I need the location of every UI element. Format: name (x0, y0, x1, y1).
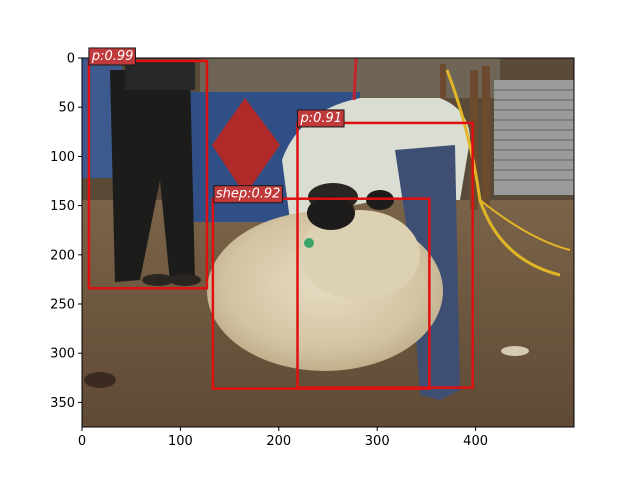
x-tick-label: 200 (266, 434, 291, 449)
detection-box (87, 59, 209, 290)
detection-label-background (88, 47, 136, 66)
detections: p:0.99 p:0.91 shep:0.92 (87, 47, 474, 390)
axes-frame (81, 57, 575, 428)
detection-label-text: p:0.91 (299, 111, 342, 126)
x-tick-label: 400 (463, 434, 488, 449)
detection-label: p:0.91 (296, 109, 345, 128)
y-tick-label: 350 (50, 396, 75, 411)
y-tick-label: 250 (50, 298, 75, 313)
detection-label-text: shep:0.92 (216, 187, 281, 202)
detection-label: p:0.99 (88, 47, 136, 66)
y-tick-label: 300 (50, 347, 75, 362)
y-tick-label: 150 (50, 199, 75, 214)
x-tick-label: 300 (365, 434, 390, 449)
y-tick-label: 100 (50, 150, 75, 165)
axis-ticks: 0 100 200 300 400 0 50 100 150 200 250 300 350 (50, 52, 488, 450)
detection-label-background (296, 109, 345, 128)
y-tick-label: 200 (50, 248, 75, 263)
detection-label: shep:0.92 (213, 185, 283, 204)
x-tick-label: 100 (168, 434, 193, 449)
x-tick-label: 0 (78, 434, 86, 449)
detection-label-text: p:0.99 (91, 49, 134, 64)
y-tick-label: 50 (58, 101, 75, 116)
detection-box (211, 197, 431, 390)
y-tick-label: 0 (67, 52, 75, 67)
detection-label-background (213, 185, 283, 204)
